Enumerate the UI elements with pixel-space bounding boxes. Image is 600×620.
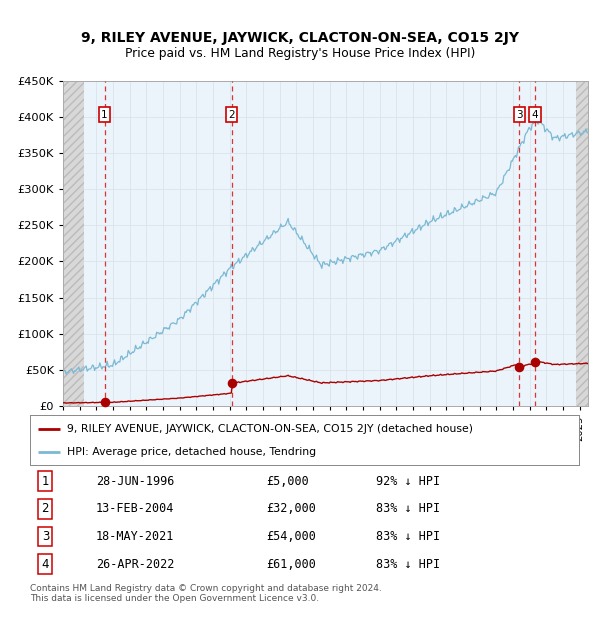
Text: 18-MAY-2021: 18-MAY-2021 [96, 530, 174, 543]
Text: £32,000: £32,000 [266, 502, 316, 515]
Text: 4: 4 [532, 110, 538, 120]
Text: 13-FEB-2004: 13-FEB-2004 [96, 502, 174, 515]
Bar [575, 81, 588, 406]
Text: HPI: Average price, detached house, Tendring: HPI: Average price, detached house, Tend… [67, 446, 316, 456]
Text: 9, RILEY AVENUE, JAYWICK, CLACTON-ON-SEA, CO15 2JY: 9, RILEY AVENUE, JAYWICK, CLACTON-ON-SEA… [81, 32, 519, 45]
Text: 3: 3 [516, 110, 523, 120]
Text: 26-APR-2022: 26-APR-2022 [96, 557, 174, 570]
Text: 3: 3 [41, 530, 49, 543]
Point [227, 378, 236, 388]
Text: £61,000: £61,000 [266, 557, 316, 570]
Text: 9, RILEY AVENUE, JAYWICK, CLACTON-ON-SEA, CO15 2JY (detached house): 9, RILEY AVENUE, JAYWICK, CLACTON-ON-SEA… [67, 424, 473, 434]
Text: 83% ↓ HPI: 83% ↓ HPI [376, 557, 440, 570]
Bar [63, 81, 84, 406]
Text: 1: 1 [101, 110, 108, 120]
Text: 1: 1 [41, 475, 49, 488]
Text: 2: 2 [229, 110, 235, 120]
Text: 83% ↓ HPI: 83% ↓ HPI [376, 502, 440, 515]
Text: Price paid vs. HM Land Registry's House Price Index (HPI): Price paid vs. HM Land Registry's House … [125, 48, 475, 60]
Text: 2: 2 [41, 502, 49, 515]
Text: £54,000: £54,000 [266, 530, 316, 543]
Point [100, 397, 109, 407]
Bar [84, 81, 575, 406]
Text: £5,000: £5,000 [266, 475, 309, 488]
Text: 83% ↓ HPI: 83% ↓ HPI [376, 530, 440, 543]
Point [530, 357, 540, 367]
Text: 92% ↓ HPI: 92% ↓ HPI [376, 475, 440, 488]
Text: 4: 4 [41, 557, 49, 570]
Text: Contains HM Land Registry data © Crown copyright and database right 2024.
This d: Contains HM Land Registry data © Crown c… [30, 584, 382, 603]
Text: 28-JUN-1996: 28-JUN-1996 [96, 475, 174, 488]
Point [515, 362, 524, 372]
